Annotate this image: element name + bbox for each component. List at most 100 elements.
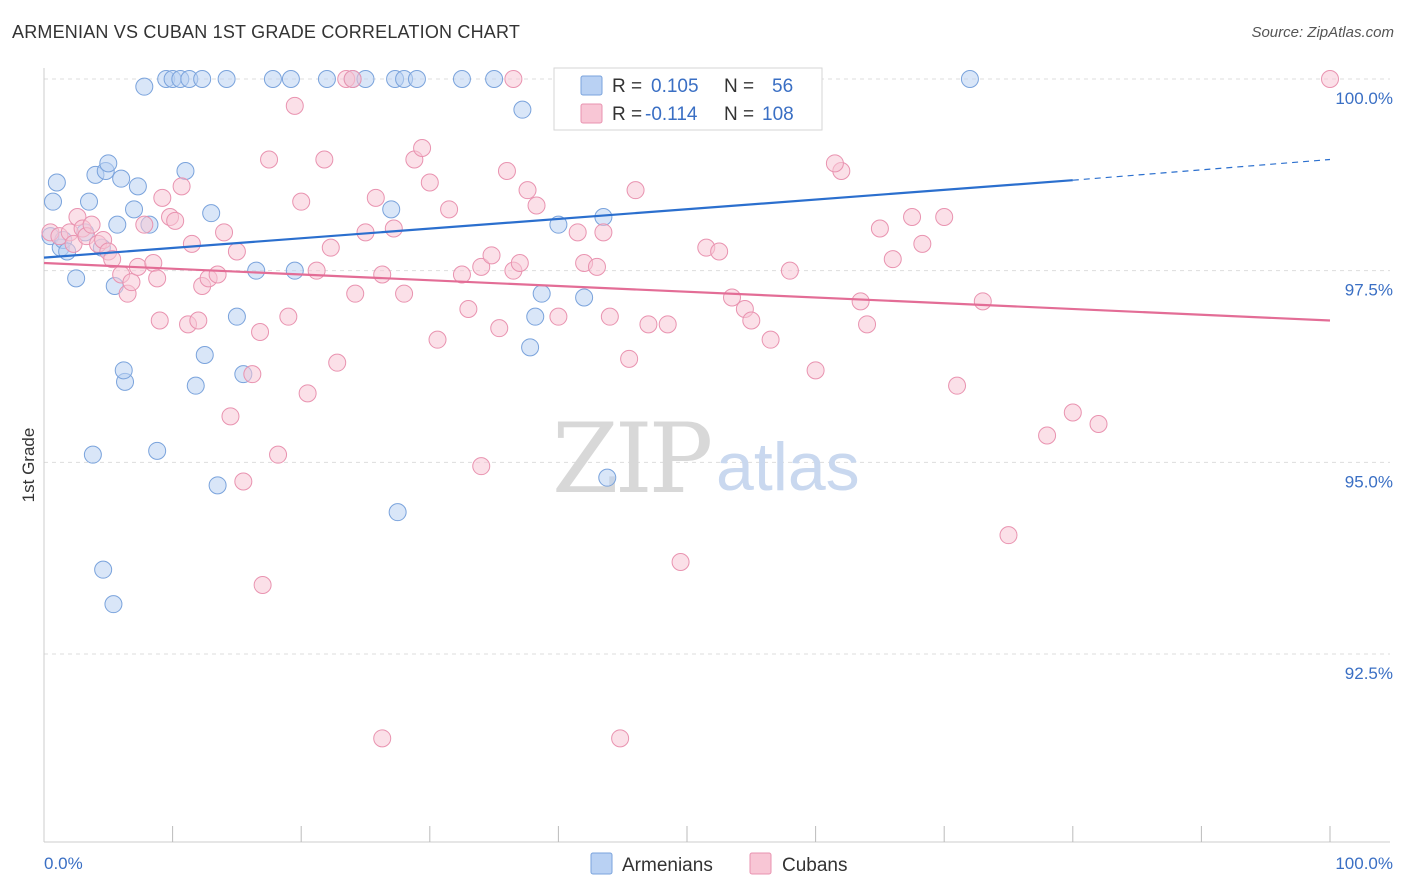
watermark-atlas: atlas: [716, 429, 860, 505]
cuban-point: [858, 315, 877, 334]
cuban-point: [343, 70, 362, 88]
cuban-point: [413, 139, 432, 157]
armenian-point: [526, 307, 545, 326]
cuban-point: [420, 173, 439, 192]
cuban-point: [780, 261, 799, 280]
armenian-point: [135, 77, 154, 96]
stats-legend: R = 0.105 N = 56 R = -0.114 N = 108: [553, 67, 823, 131]
cuban-point: [307, 261, 326, 280]
armenian-point: [176, 162, 195, 180]
y-tick-label: 92.5%: [1345, 664, 1393, 683]
cuban-point: [366, 188, 385, 207]
cuban-point: [166, 211, 185, 230]
cuban-point: [611, 729, 630, 748]
y-axis-title: 1st Grade: [19, 428, 38, 503]
cuban-point: [234, 472, 253, 491]
cuban-point: [472, 457, 491, 476]
armenian-point: [549, 215, 568, 234]
cuban-trend-line: [43, 261, 1331, 322]
cuban-point: [903, 208, 922, 226]
cuban-point: [510, 254, 529, 272]
cuban-point: [948, 376, 967, 395]
armenian-point: [960, 70, 979, 88]
cuban-point: [527, 196, 546, 215]
armenian-n-value: 56: [772, 76, 793, 97]
cuban-point: [321, 238, 340, 257]
cuban-point: [504, 70, 523, 88]
cuban-point: [150, 311, 169, 330]
armenian-point: [281, 70, 300, 88]
armenian-point: [94, 560, 113, 579]
cuban-point: [440, 200, 459, 219]
cuban-point: [761, 330, 780, 349]
cuban-point: [373, 265, 392, 284]
cuban-point: [870, 219, 889, 238]
y-tick-labels: 92.5% 95.0% 97.5% 100.0%: [1335, 89, 1393, 683]
cuban-point: [626, 181, 645, 200]
armenian-point: [80, 192, 99, 211]
series-legend: Armenians Cubans: [590, 852, 848, 876]
cuban-point: [395, 284, 414, 303]
cuban-point: [1089, 415, 1108, 433]
armenian-point: [47, 173, 66, 192]
watermark: ZIP atlas: [552, 403, 860, 515]
armenian-point: [128, 177, 147, 196]
armenian-point: [382, 200, 401, 219]
y-tick-label: 100.0%: [1335, 89, 1393, 108]
cuban-point: [587, 257, 606, 276]
armenian-point: [195, 346, 214, 364]
armenian-point: [208, 476, 227, 495]
cuban-point: [227, 242, 246, 261]
cuban-point: [135, 215, 154, 234]
cuban-point: [215, 223, 234, 242]
armenian-point: [148, 441, 167, 460]
legend-cubans-label: Cubans: [782, 855, 848, 876]
cuban-point: [935, 208, 954, 226]
watermark-zip: ZIP: [552, 403, 711, 515]
armenian-point: [263, 70, 282, 88]
source-label: Source: ZipAtlas.com: [1251, 24, 1394, 41]
cuban-r-value: -0.114: [645, 104, 698, 125]
cuban-r-label: R =: [612, 104, 642, 125]
cuban-point: [1063, 403, 1082, 422]
cuban-n-value: 108: [762, 104, 794, 125]
cuban-point: [472, 257, 491, 276]
cuban-point: [243, 365, 262, 384]
cuban-point: [620, 349, 639, 368]
cuban-point: [253, 576, 272, 594]
cuban-point: [251, 323, 270, 341]
cuban-point: [806, 361, 825, 380]
cuban-point: [172, 177, 191, 196]
armenian-point: [112, 169, 131, 188]
cuban-point: [292, 192, 311, 211]
armenian-point: [247, 261, 266, 280]
cuban-point: [153, 188, 172, 207]
armenian-point: [186, 376, 205, 395]
armenian-point: [598, 468, 617, 487]
cuban-point: [497, 162, 516, 180]
armenian-point: [388, 503, 407, 522]
trend-lines: [43, 158, 1331, 322]
cuban-point: [328, 353, 347, 372]
cuban-point: [221, 407, 240, 426]
cuban-point: [549, 307, 568, 326]
cuban-point: [594, 223, 613, 242]
cuban-point: [518, 181, 537, 200]
armenian-r-value: 0.105: [651, 76, 699, 97]
armenian-point: [485, 70, 504, 88]
cuban-point: [346, 284, 365, 303]
cuban-point: [298, 384, 317, 403]
legend-armenians-swatch: [590, 852, 613, 875]
cuban-point: [671, 553, 690, 571]
cuban-point: [913, 234, 932, 253]
cuban-point: [452, 265, 471, 284]
cuban-point: [315, 150, 334, 169]
cuban-point: [189, 311, 208, 330]
cuban-point: [122, 273, 141, 292]
cuban-point: [208, 265, 227, 284]
cuban-point: [600, 307, 619, 326]
cuban-point: [490, 319, 509, 338]
cuban-point: [482, 246, 501, 265]
armenian-trend-line: [43, 179, 1073, 259]
